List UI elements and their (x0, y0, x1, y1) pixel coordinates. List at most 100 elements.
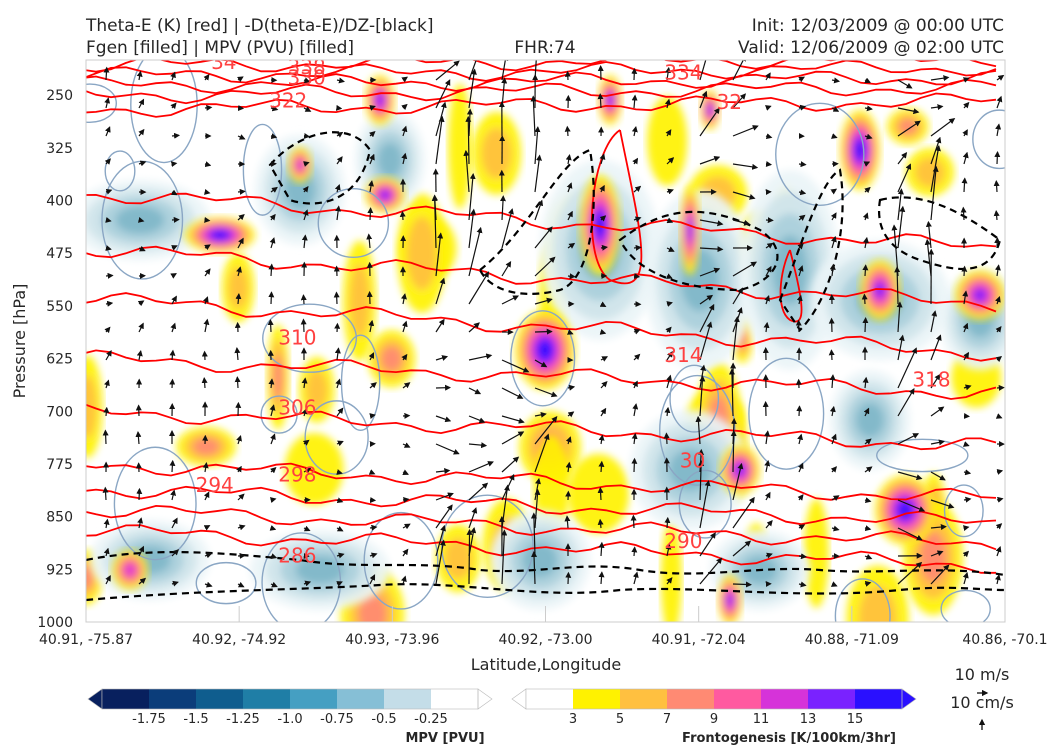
fgen-maximum (365, 177, 405, 213)
vector-arrow (797, 265, 804, 277)
vector-arrow (534, 199, 544, 221)
vector-arrow (402, 548, 409, 557)
vector-arrow (732, 191, 756, 200)
vector-arrow (270, 467, 277, 474)
vector-arrow (369, 413, 376, 419)
vector-arrow (864, 553, 873, 560)
vector-arrow (369, 574, 376, 585)
vector-arrow (336, 552, 345, 559)
vector-arrow (897, 188, 904, 221)
vector-arrow (699, 375, 706, 417)
fgen-maximum (955, 270, 1005, 320)
vector-arrow (962, 571, 969, 585)
wind-key-horizontal-label: 10 m/s (955, 665, 1010, 684)
vector-arrow (831, 133, 838, 139)
vector-arrow (600, 407, 607, 417)
shade-level (898, 118, 918, 135)
fgen-colorbar-swatch (761, 689, 809, 709)
vector-arrow (699, 532, 716, 557)
vector-arrow (631, 457, 638, 473)
vector-arrow (897, 120, 921, 137)
x-axis: 40.91, -75.87 40.92, -74.92 40.93, -73.96 4… (39, 606, 1048, 648)
vector-arrow (468, 172, 476, 221)
vector-arrow (564, 125, 571, 137)
vector-arrow (369, 524, 378, 531)
theta-e-contours (86, 60, 997, 574)
vector-arrow (400, 575, 407, 585)
shade-level (803, 498, 829, 609)
vector-arrow (864, 580, 872, 587)
vector-arrow (401, 103, 408, 111)
vector-arrow (236, 266, 242, 277)
vector-arrow (534, 256, 556, 277)
mpv-contour-line (262, 303, 358, 373)
x-tick-label: 40.92, -73.00 (498, 632, 592, 648)
vector-arrow (104, 158, 111, 165)
vector-arrow (303, 161, 310, 167)
vector-arrow (270, 553, 278, 560)
theta-e-contour-label: 318 (912, 368, 950, 392)
shade-level (707, 105, 713, 115)
vector-arrow (600, 356, 609, 362)
vector-arrow (897, 347, 917, 389)
vector-arrow (268, 378, 275, 389)
fgen-maximum (840, 110, 880, 190)
vector-arrow (665, 66, 672, 81)
mpv-colorbar-tick-label: -0.5 (371, 712, 396, 727)
vector-arrow (798, 524, 806, 531)
theta-e-contour-label: 32 (717, 90, 742, 114)
vector-arrow (501, 387, 524, 399)
fgen-shading (846, 565, 909, 622)
vector-arrow (995, 355, 1003, 363)
shade-level (192, 437, 220, 456)
dtheta-dz-contours (86, 131, 1005, 602)
theta-e-contour-label: 310 (278, 325, 316, 349)
mpv-colorbar-left-extend (87, 688, 103, 710)
vector-arrow (666, 273, 673, 279)
vector-arrow (665, 543, 672, 557)
vector-arrow (369, 153, 375, 165)
mpv-contour-line (940, 589, 991, 622)
vector-arrow (203, 318, 210, 333)
y-axis-label: Pressure [hPa] (10, 284, 29, 399)
vector-arrow (336, 525, 344, 532)
vector-arrow (765, 552, 773, 559)
fgen-shading (397, 193, 447, 313)
vector-arrow (237, 237, 244, 249)
vector-arrow (830, 212, 837, 221)
vector-arrow (863, 407, 870, 417)
vector-arrow (963, 441, 970, 447)
shade-level (727, 593, 733, 607)
vector-arrow (897, 334, 905, 361)
vector-arrow (103, 66, 110, 81)
theta-e-contour-label: 30 (680, 448, 705, 472)
vector-arrow (301, 377, 308, 389)
vector-arrow (764, 430, 771, 445)
theta-e-contour-label: 286 (278, 543, 316, 567)
vector-arrow (171, 132, 181, 139)
vector-arrow (894, 266, 901, 305)
vector-arrow (796, 294, 803, 305)
vector-arrow (665, 326, 672, 334)
theta-e-contour-label: 330 (288, 66, 326, 90)
vector-arrow (598, 434, 605, 445)
vector-arrow (269, 237, 276, 249)
x-axis-label: Latitude,Longitude (471, 655, 622, 674)
fgen-colorbar: 3 5 7 9 11 13 15 (511, 688, 917, 727)
vector-arrow (598, 460, 605, 473)
mpv-contour-line (317, 188, 390, 259)
vector-arrow (468, 208, 477, 249)
vector-arrow (138, 128, 145, 137)
shade-level (481, 127, 512, 179)
mpv-contour-line (775, 102, 865, 207)
vector-arrow (897, 499, 926, 512)
vector-arrow (235, 293, 242, 305)
y-tick-label: 325 (46, 141, 73, 157)
vector-arrow (468, 507, 478, 529)
vector-arrow (864, 77, 871, 83)
theta-e-line (86, 70, 997, 95)
vector-arrow (797, 433, 804, 445)
fgen-maximum (718, 575, 742, 622)
vector-arrow (302, 209, 309, 221)
vector-arrow (732, 287, 744, 305)
